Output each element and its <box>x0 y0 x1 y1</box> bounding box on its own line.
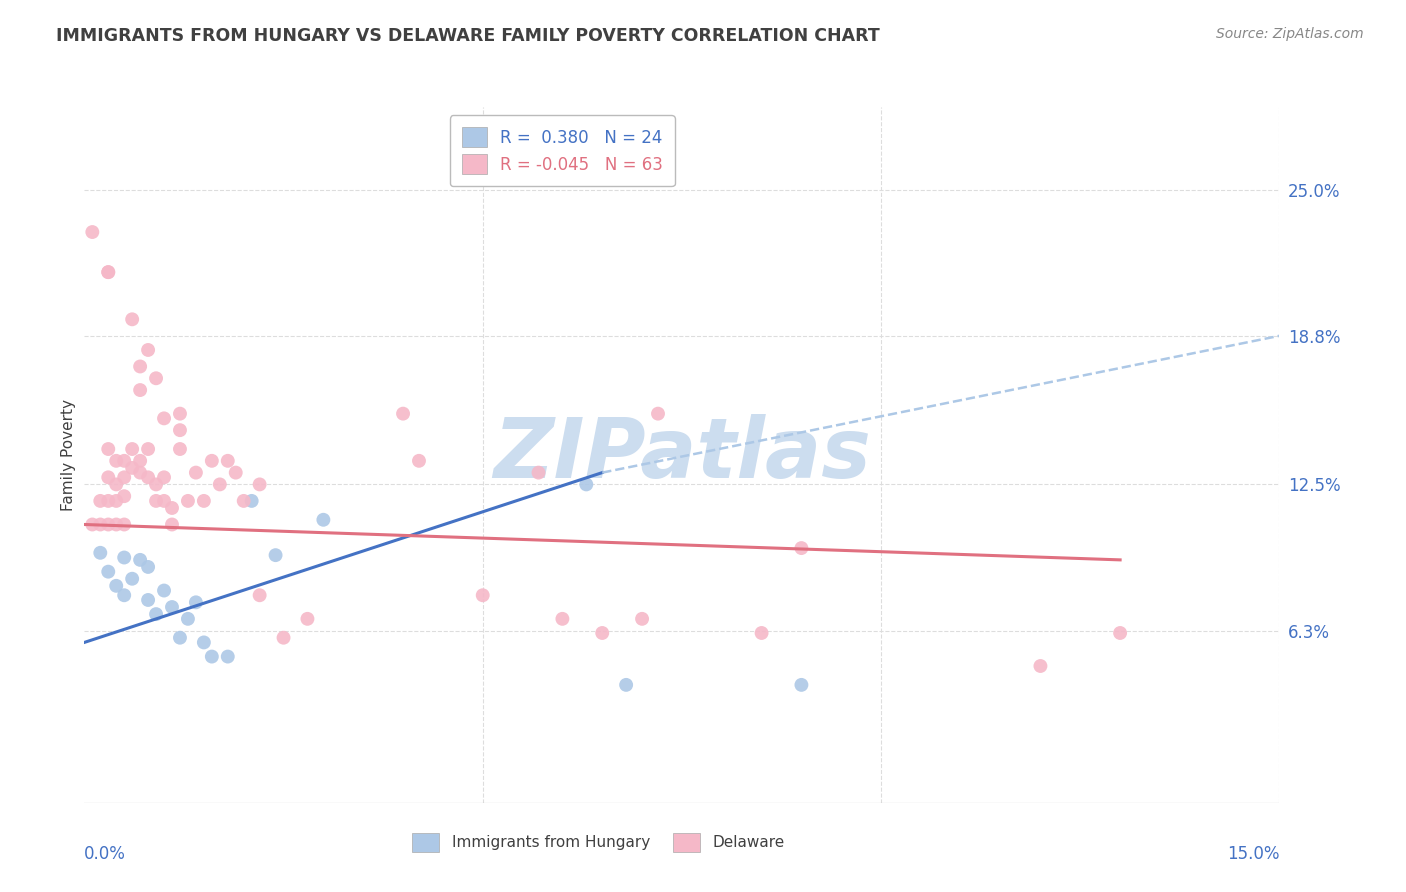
Point <box>97 470 120 484</box>
Point <box>112 454 135 468</box>
Point <box>89 494 111 508</box>
Point <box>112 489 135 503</box>
Point <box>249 477 271 491</box>
Point <box>145 371 167 385</box>
Point <box>136 560 159 574</box>
Point <box>112 470 135 484</box>
Point <box>97 265 120 279</box>
Point <box>471 588 494 602</box>
Point <box>121 572 143 586</box>
Point <box>89 517 111 532</box>
Point <box>145 607 167 621</box>
Point <box>89 546 111 560</box>
Point <box>112 550 135 565</box>
Point <box>225 466 247 480</box>
Point <box>136 442 159 456</box>
Point <box>145 477 167 491</box>
Point <box>1029 659 1052 673</box>
Point <box>240 494 263 508</box>
Point <box>105 517 128 532</box>
Point <box>82 517 104 532</box>
Text: 0.0%: 0.0% <box>84 846 127 863</box>
Point <box>177 494 200 508</box>
Point <box>160 517 183 532</box>
Point <box>232 494 254 508</box>
Point <box>249 588 271 602</box>
Point <box>129 454 152 468</box>
Point <box>551 612 574 626</box>
Point <box>153 583 176 598</box>
Point <box>169 423 191 437</box>
Point <box>112 517 135 532</box>
Point <box>97 442 120 456</box>
Legend: Immigrants from Hungary, Delaware: Immigrants from Hungary, Delaware <box>406 827 790 858</box>
Point <box>129 553 152 567</box>
Point <box>136 343 159 357</box>
Point <box>575 477 598 491</box>
Point <box>105 494 128 508</box>
Point <box>193 635 215 649</box>
Point <box>129 359 152 374</box>
Point <box>631 612 654 626</box>
Point <box>160 500 183 515</box>
Y-axis label: Family Poverty: Family Poverty <box>60 399 76 511</box>
Point <box>193 494 215 508</box>
Point <box>105 454 128 468</box>
Point <box>614 678 637 692</box>
Point <box>129 383 152 397</box>
Point <box>169 407 191 421</box>
Point <box>177 612 200 626</box>
Point <box>751 626 773 640</box>
Point <box>591 626 613 640</box>
Point <box>145 494 167 508</box>
Point <box>527 466 550 480</box>
Point <box>97 565 120 579</box>
Point <box>217 454 239 468</box>
Point <box>97 517 120 532</box>
Point <box>105 579 128 593</box>
Point <box>97 494 120 508</box>
Point <box>82 225 104 239</box>
Point <box>129 466 152 480</box>
Point <box>153 411 176 425</box>
Point <box>208 477 231 491</box>
Point <box>297 612 319 626</box>
Point <box>160 600 183 615</box>
Text: 15.0%: 15.0% <box>1227 846 1279 863</box>
Text: Source: ZipAtlas.com: Source: ZipAtlas.com <box>1216 27 1364 41</box>
Point <box>273 631 295 645</box>
Point <box>392 407 415 421</box>
Point <box>1109 626 1132 640</box>
Point <box>201 454 224 468</box>
Point <box>153 494 176 508</box>
Point <box>184 595 207 609</box>
Point <box>112 588 135 602</box>
Point <box>790 678 813 692</box>
Point <box>121 461 143 475</box>
Point <box>121 442 143 456</box>
Point <box>153 470 176 484</box>
Point <box>264 548 287 562</box>
Point <box>217 649 239 664</box>
Point <box>136 593 159 607</box>
Point <box>184 466 207 480</box>
Point <box>201 649 224 664</box>
Point <box>408 454 430 468</box>
Text: IMMIGRANTS FROM HUNGARY VS DELAWARE FAMILY POVERTY CORRELATION CHART: IMMIGRANTS FROM HUNGARY VS DELAWARE FAMI… <box>56 27 880 45</box>
Point <box>169 442 191 456</box>
Point <box>312 513 335 527</box>
Point <box>136 470 159 484</box>
Text: ZIPatlas: ZIPatlas <box>494 415 870 495</box>
Point <box>105 477 128 491</box>
Point <box>97 265 120 279</box>
Point <box>121 312 143 326</box>
Point <box>647 407 669 421</box>
Point <box>790 541 813 555</box>
Point <box>169 631 191 645</box>
